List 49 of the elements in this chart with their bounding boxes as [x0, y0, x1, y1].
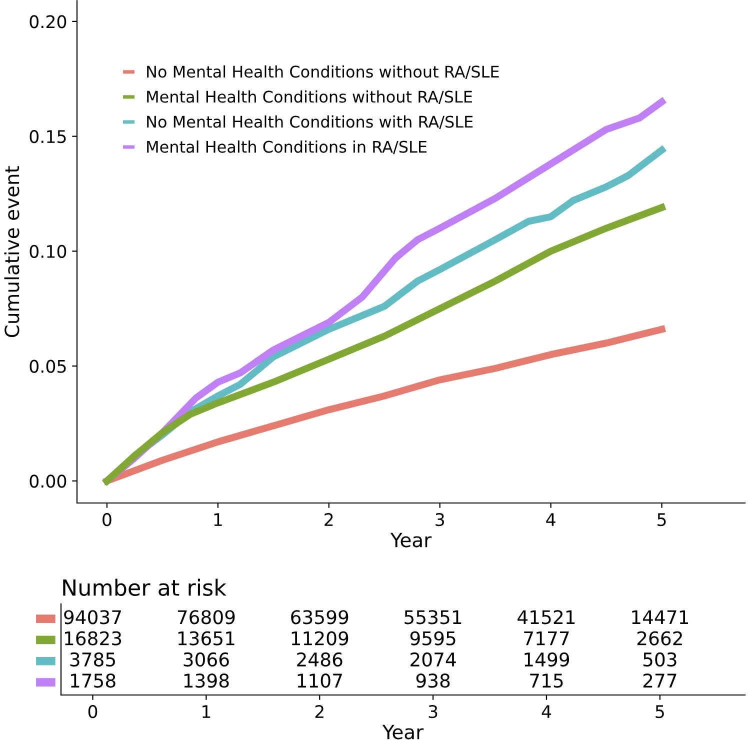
data-label: 16823: [64, 631, 122, 646]
data-label: 715: [530, 674, 563, 688]
y-tick-label: 0.15: [30, 130, 66, 144]
data-label: 14471: [632, 610, 688, 624]
legend-label: No Mental Health Conditions with RA/SLE: [147, 115, 473, 130]
x-tick-label: 1: [214, 513, 222, 526]
x-tick-label: 2: [324, 513, 333, 526]
data-label: 41521: [518, 610, 575, 624]
data-label: 2662: [637, 631, 682, 646]
x-tick-label: 5: [656, 705, 664, 718]
data-label: 2486: [297, 652, 342, 667]
x-tick-label: 0: [88, 705, 98, 718]
data-label: 2074: [410, 652, 456, 667]
legend-label: No Mental Health Conditions without RA/SLE: [147, 65, 499, 79]
chart-title: Number at risk: [63, 578, 226, 596]
y-tick-label: 0.00: [30, 474, 66, 488]
data-label: 503: [643, 652, 676, 667]
x-axis-title: Year: [390, 532, 432, 548]
data-label: 1758: [70, 674, 116, 688]
x-tick-label: 4: [546, 513, 556, 526]
x-tick-label: 3: [428, 705, 438, 718]
data-label: 76809: [178, 610, 235, 624]
y-tick-label: 0.10: [30, 244, 66, 258]
x-tick-label: 2: [315, 705, 324, 718]
data-label: 1107: [298, 674, 342, 688]
data-label: 938: [416, 674, 450, 688]
x-tick-label: 1: [202, 705, 210, 718]
legend-label: Mental Health Conditions in RA/SLE: [147, 140, 426, 154]
x-tick-label: 5: [658, 513, 666, 526]
data-label: 277: [643, 674, 676, 688]
data-label: 3066: [184, 652, 229, 667]
data-label: 3785: [70, 652, 115, 667]
x-tick-label: 4: [542, 705, 552, 718]
data-label: 7177: [524, 631, 569, 646]
data-label: 13651: [178, 631, 234, 646]
data-label: 1499: [524, 652, 570, 667]
legend-label: Mental Health Conditions without RA/SLE: [147, 90, 472, 104]
data-label: 9595: [410, 631, 456, 646]
y-tick-label: 0.20: [30, 15, 66, 28]
data-label: 1398: [184, 674, 229, 688]
x-tick-label: 3: [436, 513, 444, 526]
x-tick-label: 0: [102, 513, 112, 526]
y-tick-label: 0.05: [30, 360, 66, 373]
data-label: 11209: [292, 631, 348, 646]
y-axis-title: Cumulative event: [4, 166, 20, 338]
data-label: 63599: [291, 610, 348, 624]
data-label: 55351: [404, 610, 462, 624]
data-label: 94037: [64, 610, 121, 624]
x-axis-title: Year: [382, 724, 424, 740]
